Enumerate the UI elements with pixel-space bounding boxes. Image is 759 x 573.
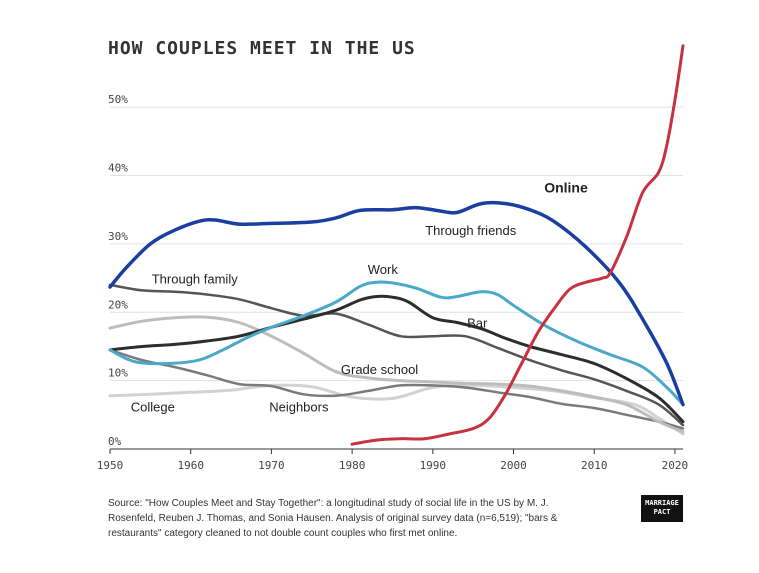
y-axis-ticks: 0% 10% 20% 30% 40% 50%	[108, 93, 128, 448]
logo-line-2: PACT	[653, 508, 671, 516]
series-label-college: College	[131, 399, 175, 414]
series-labels: Online Through friends Through family Work B…	[131, 180, 588, 415]
x-tick-label: 1950	[97, 459, 124, 472]
x-tick-label: 2010	[581, 459, 608, 472]
y-tick-label: 10%	[108, 367, 128, 380]
series-lines	[108, 44, 685, 446]
marriage-pact-logo: MARRIAGE PACT	[641, 495, 683, 522]
series-label-bar: Bar	[467, 315, 488, 330]
x-axis: 1950 1960 1970 1980 1990 2000 2010 2020	[97, 448, 689, 472]
series-label-online: Online	[544, 180, 588, 196]
series-label-work: Work	[368, 262, 399, 277]
x-tick-label: 1970	[258, 459, 285, 472]
chart-title: HOW COUPLES MEET IN THE US	[108, 38, 416, 59]
series-line-online	[350, 44, 685, 446]
source-note: Source: "How Couples Meet and Stay Toget…	[108, 498, 558, 539]
series-line-bar	[108, 294, 685, 424]
series-line-through-family	[108, 283, 685, 427]
y-tick-label: 20%	[108, 298, 128, 311]
x-tick-label: 2020	[662, 459, 689, 472]
series-label-neighbors: Neighbors	[269, 399, 329, 414]
series-label-through-friends: Through friends	[425, 223, 517, 238]
series-label-grade-school: Grade school	[341, 362, 418, 377]
x-tick-label: 1960	[177, 459, 204, 472]
x-tick-label: 1980	[339, 459, 366, 472]
grid-lines	[110, 106, 683, 382]
series-line-work	[108, 280, 685, 407]
x-tick-label: 1990	[420, 459, 447, 472]
series-line-through-friends	[108, 200, 685, 407]
y-tick-label: 30%	[108, 230, 128, 243]
series-label-through-family: Through family	[152, 272, 238, 287]
x-tick-label: 2000	[500, 459, 527, 472]
series-line-grade-school	[108, 315, 685, 434]
series-line-neighbors	[108, 348, 685, 430]
y-tick-label: 40%	[108, 162, 128, 175]
logo-line-1: MARRIAGE	[645, 499, 679, 507]
y-tick-label: 0%	[108, 435, 122, 448]
y-tick-label: 50%	[108, 93, 128, 106]
